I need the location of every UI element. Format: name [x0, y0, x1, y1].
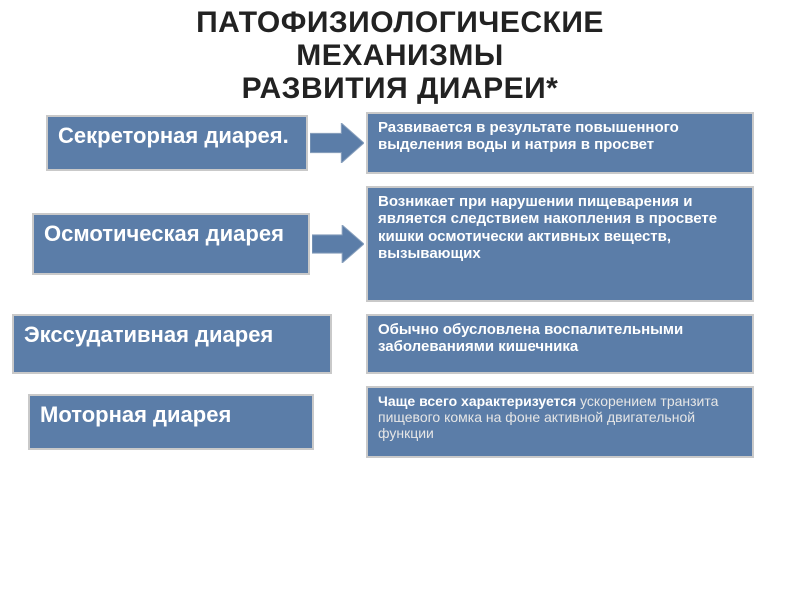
page-title: ПАТОФИЗИОЛОГИЧЕСКИЕ МЕХАНИЗМЫ РАЗВИТИЯ Д… — [0, 0, 800, 105]
diagram-row-motor: Моторная диарея Чаще всего характеризуетс… — [0, 385, 800, 459]
diagram-row-osmotic: Осмотическая диарея Возникает при нарушен… — [0, 185, 800, 303]
arrow-icon — [310, 123, 364, 163]
title-asterisk: * — [546, 72, 558, 105]
slide: ПАТОФИЗИОЛОГИЧЕСКИЕ МЕХАНИЗМЫ РАЗВИТИЯ Д… — [0, 0, 800, 600]
description-box-secretory: Развивается в результате повышенного выд… — [366, 112, 754, 174]
type-box-osmotic: Осмотическая диарея — [32, 213, 310, 275]
type-box-exudative: Экссудативная диарея — [12, 314, 332, 374]
title-text: ПАТОФИЗИОЛОГИЧЕСКИЕ МЕХАНИЗМЫ РАЗВИТИЯ Д… — [20, 6, 780, 105]
title-line1: ПАТОФИЗИОЛОГИЧЕСКИЕ — [196, 6, 604, 39]
diagram-row-secretory: Секреторная диарея. Развивается в результ… — [0, 111, 800, 175]
diagram-row-exudative: Экссудативная диарея Обычно обусловлена в… — [0, 313, 800, 375]
title-line3: РАЗВИТИЯ ДИАРЕИ — [242, 72, 547, 105]
title-line2: МЕХАНИЗМЫ — [296, 39, 504, 72]
arrow-icon — [312, 225, 364, 263]
description-box-exudative: Обычно обусловлена воспалительными забол… — [366, 314, 754, 374]
description-box-osmotic: Возникает при нарушении пищеварения и яв… — [366, 186, 754, 302]
type-box-motor: Моторная диарея — [28, 394, 314, 450]
arrow-osmotic — [312, 225, 364, 263]
arrow-secretory — [310, 123, 364, 163]
description-box-motor: Чаще всего характеризуется ускорением тр… — [366, 386, 754, 458]
diagram-rows: Секреторная диарея. Развивается в результ… — [0, 105, 800, 459]
type-box-secretory: Секреторная диарея. — [46, 115, 308, 171]
